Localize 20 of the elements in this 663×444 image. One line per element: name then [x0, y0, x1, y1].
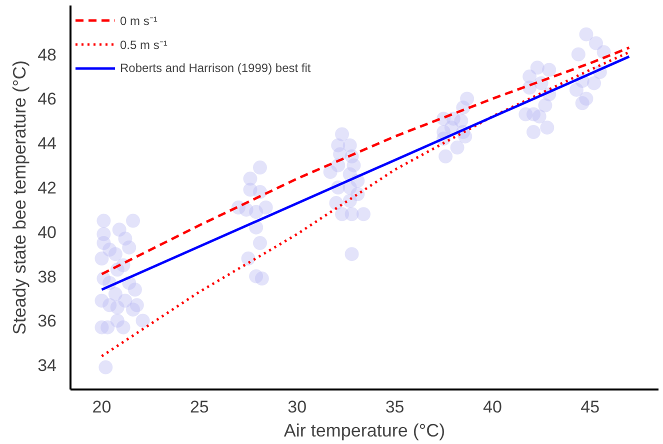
x-tick-label: 30	[288, 398, 307, 416]
x-axis-title: Air temperature (°C)	[284, 420, 446, 440]
y-tick-label: 48	[38, 45, 57, 64]
line-series	[100, 50, 630, 358]
y-axis-title: Steady state bee temperature (°C)	[10, 60, 30, 335]
legend-label: 0.5 m s⁻¹	[120, 36, 168, 52]
legend-label: 0 m s⁻¹	[120, 12, 158, 28]
x-tick-label: 45	[580, 398, 600, 416]
y-tick-label: 42	[38, 178, 57, 198]
y-tick-label: 46	[38, 90, 57, 109]
y-tick-label: 34	[38, 356, 57, 376]
y-tick-label: 44	[38, 134, 57, 154]
x-tick-label: 40	[483, 398, 502, 416]
legend-label: Roberts and Harrison (1999) best fit	[120, 61, 311, 75]
x-tick-label: 25	[190, 398, 209, 416]
y-tick-label: 40	[38, 222, 57, 242]
x-tick-label: 20	[92, 398, 112, 416]
x-tick-label: 35	[385, 398, 404, 416]
y-tick-label: 36	[38, 312, 57, 331]
y-tick-label: 38	[38, 267, 57, 286]
